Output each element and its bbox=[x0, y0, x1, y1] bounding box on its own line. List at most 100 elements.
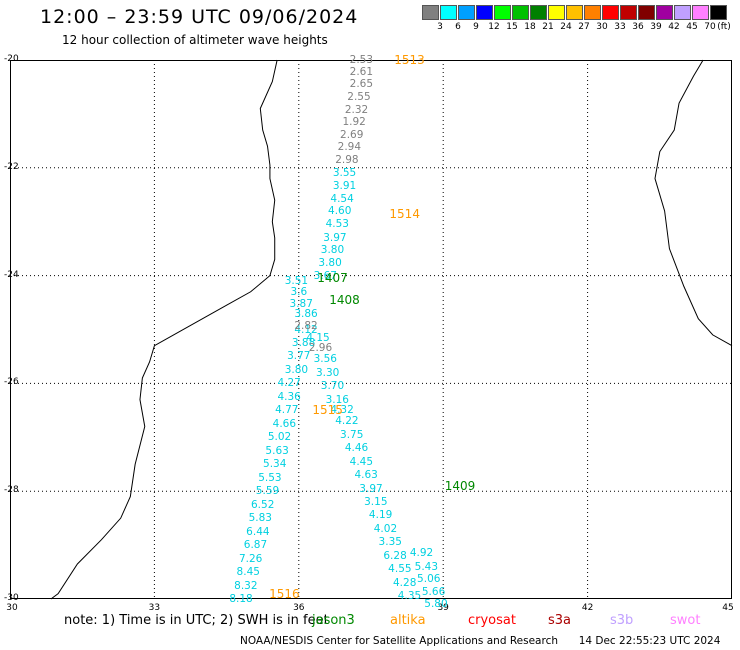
wave-height-value: 4.36 bbox=[277, 390, 301, 403]
wave-height-value: 6.44 bbox=[246, 525, 270, 538]
wave-height-value: 6.52 bbox=[250, 498, 275, 511]
wave-height-value: 4.12 bbox=[294, 323, 318, 336]
legend-label: 30 bbox=[596, 22, 608, 32]
wave-height-value: 3.6 bbox=[290, 285, 308, 298]
wave-height-value: 5.02 bbox=[267, 431, 292, 444]
wave-height-value: 4.45 bbox=[349, 455, 374, 468]
lat-tick-label: -26 bbox=[4, 377, 19, 388]
wave-height-value: 4.22 bbox=[335, 415, 359, 428]
map-subtitle: 12 hour collection of altimeter wave hei… bbox=[62, 33, 328, 47]
wave-height-value: 8.45 bbox=[236, 566, 260, 579]
wave-height-value: 8.32 bbox=[234, 579, 258, 592]
lon-tick-label: 42 bbox=[581, 603, 594, 613]
legend-label: 6 bbox=[455, 22, 461, 32]
graticule bbox=[10, 60, 732, 599]
footer-timestamp: 14 Dec 22:55:23 UTC 2024 bbox=[578, 635, 721, 647]
satellite-name: s3b bbox=[610, 613, 634, 628]
legend-swatch bbox=[530, 5, 547, 20]
wave-height-value: 4.63 bbox=[354, 469, 378, 482]
wave-height-value: 5.53 bbox=[258, 471, 282, 484]
legend-swatch bbox=[584, 5, 601, 20]
wave-height-value: 3.80 bbox=[318, 257, 342, 270]
wave-height-value: 4.15 bbox=[306, 331, 330, 344]
wave-height-value: 5.59 bbox=[255, 485, 280, 498]
wave-height-value: 4.28 bbox=[392, 576, 417, 589]
wave-height-value: 2.55 bbox=[347, 90, 371, 103]
lon-tick-label: 45 bbox=[722, 603, 734, 613]
coastline-path bbox=[50, 59, 278, 600]
wave-height-value: 2.82 bbox=[294, 319, 318, 332]
legend-swatch bbox=[422, 5, 439, 20]
wave-height-value: 5.83 bbox=[248, 512, 272, 525]
legend-swatch bbox=[458, 5, 475, 20]
pass-number-label: 1409 bbox=[444, 478, 476, 493]
note-text: note: 1) Time is in UTC; 2) SWH is in fe… bbox=[64, 613, 329, 628]
legend-swatch bbox=[494, 5, 511, 20]
wave-height-value: 2.98 bbox=[335, 153, 359, 166]
wave-height-value: 3.70 bbox=[320, 380, 345, 393]
legend-swatch bbox=[638, 5, 655, 20]
wave-height-value: 4.35 bbox=[397, 590, 422, 603]
legend-label: 45 bbox=[686, 22, 698, 32]
map-title: 12:00 – 23:59 UTC 09/06/2024 bbox=[40, 6, 359, 28]
wave-height-value: 1.92 bbox=[342, 115, 366, 128]
wave-height-value: 6.28 bbox=[383, 549, 407, 562]
satellite-name: jason3 bbox=[312, 613, 355, 628]
wave-height-value: 6.87 bbox=[243, 539, 268, 552]
lat-tick-label: -30 bbox=[4, 593, 19, 603]
wave-height-value: 3.97 bbox=[359, 482, 383, 495]
wave-height-value: 4.92 bbox=[409, 547, 434, 560]
pass-number-label: 1513 bbox=[394, 53, 425, 67]
wave-height-value: 4.77 bbox=[275, 404, 299, 417]
wave-height-value: 3.75 bbox=[340, 428, 364, 441]
wave-height-value: 2.69 bbox=[340, 129, 364, 142]
wave-height-value: 3.51 bbox=[284, 274, 309, 287]
lat-tick-label: -28 bbox=[4, 485, 19, 496]
satellite-name: swot bbox=[670, 613, 701, 628]
legend-swatch bbox=[620, 5, 637, 20]
wave-height-value: 3.87 bbox=[289, 297, 313, 310]
wave-height-value: 2.94 bbox=[337, 141, 362, 154]
footer-credit: NOAA/NESDIS Center for Satellite Applica… bbox=[240, 635, 720, 647]
wave-height-value: 3.97 bbox=[323, 231, 347, 244]
pass-number-label: 1514 bbox=[389, 206, 420, 221]
legend-swatch bbox=[692, 5, 709, 20]
wave-height-value: 3.30 bbox=[315, 366, 340, 379]
satellite-name: altika bbox=[390, 613, 426, 628]
wave-height-value: 4.60 bbox=[328, 204, 352, 217]
lat-tick-label: -24 bbox=[4, 269, 19, 280]
legend-swatch bbox=[674, 5, 691, 20]
legend-swatch bbox=[656, 5, 673, 20]
wave-height-value: 3.35 bbox=[378, 536, 402, 549]
legend-swatch bbox=[476, 5, 493, 20]
wave-height-value: 4.02 bbox=[373, 522, 398, 535]
legend-swatch bbox=[710, 5, 727, 20]
wave-height-value: 3.91 bbox=[332, 179, 357, 192]
legend-unit: (ft) bbox=[717, 22, 731, 32]
legend-swatch bbox=[440, 5, 457, 20]
legend-swatch bbox=[548, 5, 565, 20]
wave-height-value: 3.77 bbox=[287, 350, 311, 363]
wave-height-value: 3.55 bbox=[332, 167, 357, 180]
satellite-name: cryosat bbox=[468, 613, 516, 628]
wave-height-value: 3.15 bbox=[364, 495, 388, 508]
wave-height-value: 5.06 bbox=[417, 573, 441, 586]
wave-height-value: 5.63 bbox=[265, 444, 289, 457]
wave-height-value: 4.66 bbox=[272, 417, 297, 430]
legend-label: 39 bbox=[650, 22, 662, 32]
pass-number-label: 1516 bbox=[269, 586, 300, 601]
wave-height-value: 2.96 bbox=[308, 342, 333, 355]
legend-label: 24 bbox=[560, 22, 572, 32]
wave-height-value: 5.66 bbox=[421, 585, 446, 598]
wave-height-value: 3.16 bbox=[325, 393, 349, 406]
pass-number-label: 1408 bbox=[329, 292, 360, 307]
satellite-name: s3a bbox=[548, 613, 572, 628]
wave-height-value: 4.54 bbox=[330, 192, 354, 205]
legend-swatch bbox=[512, 5, 529, 20]
wave-height-value: 5.80 bbox=[424, 598, 448, 611]
legend-label: 15 bbox=[506, 22, 518, 32]
wave-height-value: 4.53 bbox=[325, 218, 349, 231]
legend-label: 18 bbox=[524, 22, 536, 32]
